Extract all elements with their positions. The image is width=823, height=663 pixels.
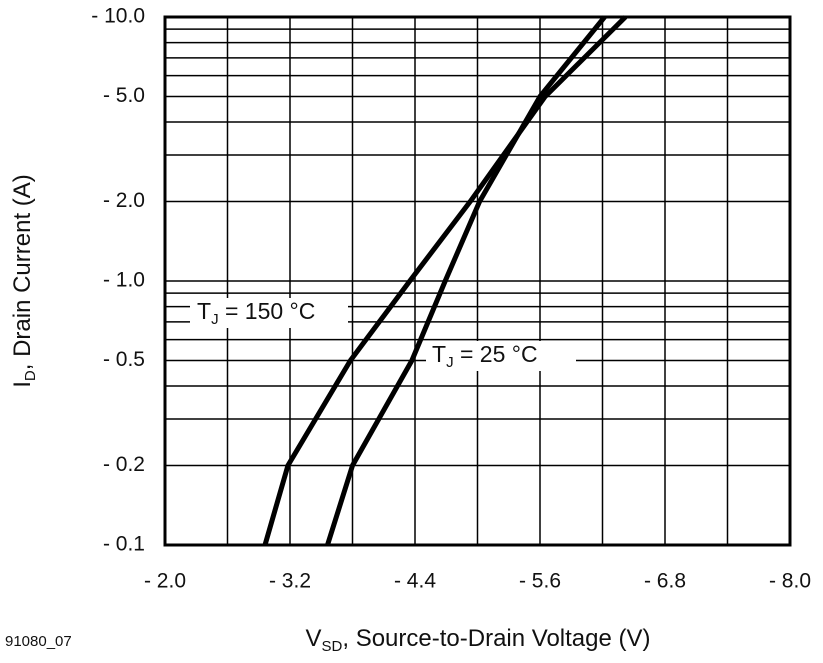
subscript: J <box>446 354 454 371</box>
subscript: SD <box>322 638 343 655</box>
y-axis-title-group: ID, Drain Current (A) <box>9 174 39 388</box>
footnote: 91080_07 <box>5 633 72 650</box>
symbol: T <box>432 341 446 367</box>
label-background <box>190 298 348 328</box>
label-text: , Source-to-Drain Voltage (V) <box>342 625 650 652</box>
y-tick-label: - 0.5 <box>103 348 145 371</box>
y-tick-label: - 10.0 <box>91 5 145 28</box>
x-tick-label: - 4.4 <box>394 570 436 593</box>
label-text: = 150 °C <box>219 298 316 324</box>
y-tick-label: - 5.0 <box>103 84 145 107</box>
y-tick-label: - 2.0 <box>103 189 145 212</box>
x-axis-title: VSD, Source-to-Drain Voltage (V) <box>306 625 651 655</box>
label-text: , Drain Current (A) <box>9 174 36 370</box>
label-text: = 25 °C <box>454 341 538 367</box>
subscript: D <box>22 370 39 381</box>
series-label: TJ = 150 °C <box>197 298 315 328</box>
y-tick-label: - 0.1 <box>103 533 145 556</box>
x-tick-label: - 8.0 <box>769 570 811 593</box>
series-label-group: TJ = 25 °C <box>426 341 576 371</box>
y-axis-title: ID, Drain Current (A) <box>9 174 39 388</box>
x-axis-title-group: VSD, Source-to-Drain Voltage (V) <box>306 625 651 655</box>
series-label-group: TJ = 150 °C <box>190 298 348 328</box>
y-tick-label: - 1.0 <box>103 269 145 292</box>
series-label: TJ = 25 °C <box>432 341 538 371</box>
x-tick-label: - 5.6 <box>519 570 561 593</box>
symbol: I <box>9 381 36 388</box>
subscript: J <box>211 311 219 328</box>
label-background <box>426 341 576 371</box>
x-tick-label: - 3.2 <box>269 570 311 593</box>
x-tick-label: - 2.0 <box>144 570 186 593</box>
symbol: T <box>197 298 211 324</box>
symbol: V <box>306 625 322 652</box>
y-tick-label: - 0.2 <box>103 453 145 476</box>
series-line <box>262 15 628 546</box>
series-line <box>325 15 607 546</box>
plot-frame <box>163 15 792 547</box>
x-tick-label: - 6.8 <box>644 570 686 593</box>
